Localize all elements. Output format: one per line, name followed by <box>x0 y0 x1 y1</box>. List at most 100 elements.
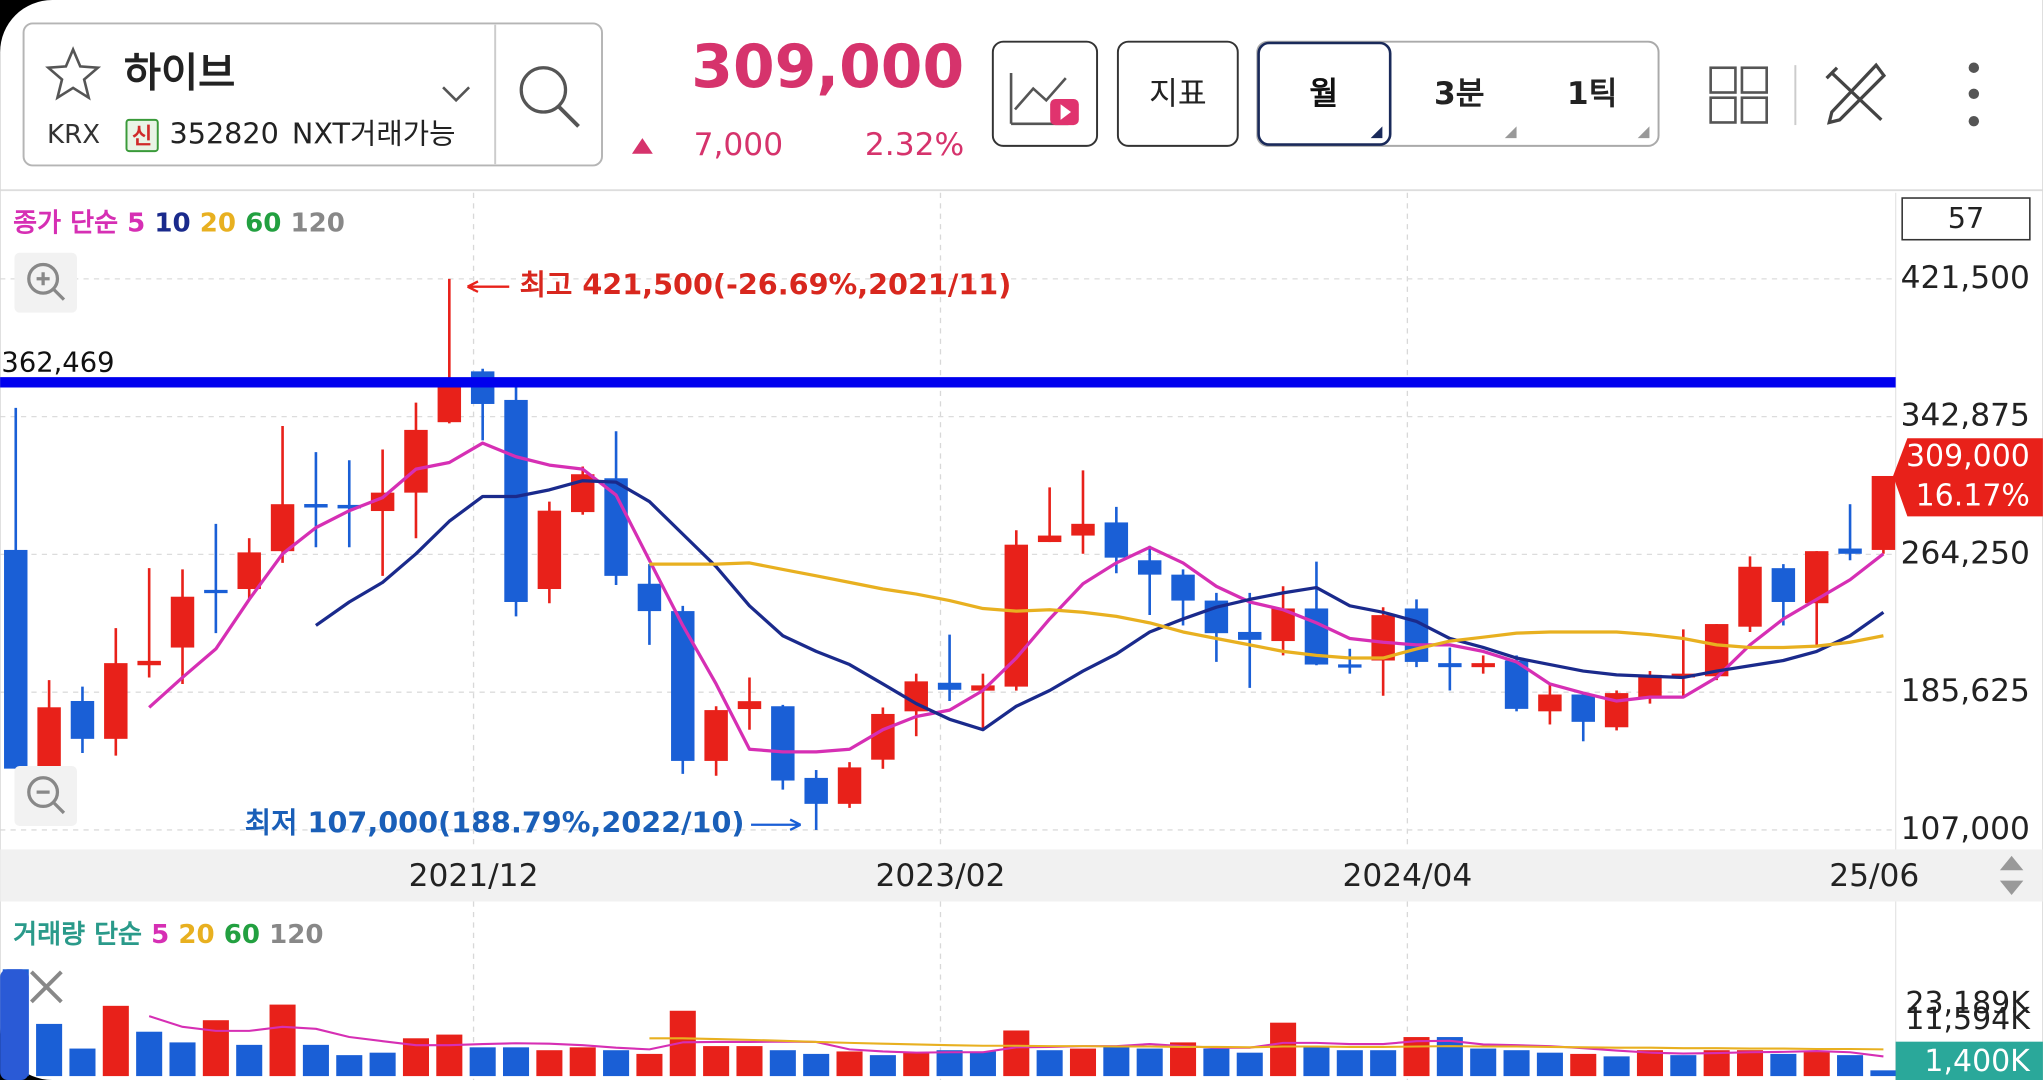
last-price-tag <box>1893 438 2043 517</box>
volume-bar <box>336 1055 363 1077</box>
candle-body <box>1037 535 1062 543</box>
candle-body <box>470 371 495 404</box>
favorite-star[interactable] <box>45 46 102 101</box>
period-option[interactable]: 3분 <box>1434 76 1485 112</box>
candle-body <box>270 504 295 552</box>
ma-line <box>148 441 1885 754</box>
candle-body <box>70 700 95 739</box>
zoom-in[interactable] <box>14 252 77 313</box>
candle-body <box>904 681 928 712</box>
candle-body <box>1438 663 1462 668</box>
chart-video-button[interactable] <box>991 40 1099 147</box>
volume-bar <box>603 1050 630 1077</box>
up-triangle <box>631 138 653 154</box>
volume-bar <box>1069 1048 1097 1077</box>
indicator-button[interactable]: 지표 <box>1116 40 1239 147</box>
arrow-up[interactable] <box>1999 855 2024 871</box>
y-tick-label: 11,594K <box>1905 1002 2031 1037</box>
dot <box>1968 88 1980 100</box>
volume-bar <box>1136 1048 1163 1077</box>
volume-bar <box>236 1044 263 1077</box>
selector-box[interactable] <box>22 22 603 167</box>
legend-item: 20 <box>178 920 214 950</box>
stock-code: 352820 <box>169 116 278 150</box>
button-frame[interactable] <box>1116 40 1239 147</box>
volume-bar <box>1570 1053 1597 1077</box>
candle-body <box>237 552 261 590</box>
volume-bar <box>636 1053 663 1077</box>
market: KRX <box>47 120 100 150</box>
indicator-label: 지표 <box>1149 76 1207 112</box>
current-price: 309,000 <box>691 32 964 102</box>
x-tick-label: 25/06 <box>1829 858 1919 894</box>
candle-body <box>1871 475 1896 550</box>
play-triangle <box>1060 104 1072 120</box>
zoom-lens <box>27 776 60 809</box>
period-selector[interactable]: 월 3분 1틱 <box>1256 40 1660 147</box>
tools-button[interactable] <box>1825 62 1887 125</box>
tools-icon <box>1825 62 1887 125</box>
period-selected[interactable] <box>1257 41 1392 146</box>
candle-body <box>1137 560 1162 575</box>
legend-item: 120 <box>291 209 345 239</box>
volume-bar <box>1470 1048 1497 1077</box>
volume-bar <box>536 1050 563 1077</box>
candle-body <box>1271 608 1295 642</box>
volume-bar <box>836 1051 863 1077</box>
volume-bar <box>136 1031 163 1077</box>
candle-body <box>1238 631 1262 640</box>
volume-bar <box>269 1004 296 1077</box>
candle-body <box>1838 548 1862 554</box>
dropdown-chevron[interactable] <box>442 86 471 103</box>
period-option[interactable]: 월 <box>1309 76 1338 112</box>
legend-item: 120 <box>269 920 323 950</box>
legend-item: 60 <box>245 209 281 239</box>
more-button[interactable] <box>1968 62 1980 127</box>
volume-bar <box>936 1050 963 1077</box>
candle-body <box>1538 694 1562 712</box>
search-icon[interactable] <box>519 66 568 114</box>
y-tick-label: 342,875 <box>1901 398 2030 434</box>
candle-body <box>1638 674 1662 698</box>
price-change-pct: 2.32% <box>865 127 964 163</box>
button-frame[interactable] <box>991 40 1099 147</box>
volume-bar <box>1270 1022 1297 1077</box>
zoom-out[interactable] <box>14 766 77 826</box>
volume-bar <box>436 1034 463 1077</box>
zoom-minus <box>36 790 66 815</box>
volume-bar <box>1436 1037 1463 1077</box>
dot <box>1968 115 1980 127</box>
candle-body <box>504 399 528 602</box>
stock-selector[interactable]: 하이브 KRX 신 352820 NXT거래가능 <box>22 22 603 167</box>
period-option[interactable]: 1틱 <box>1567 76 1618 112</box>
scroll-arrows[interactable] <box>1999 855 2024 896</box>
zoom-bg <box>14 252 77 313</box>
candle-body <box>304 504 328 508</box>
arrow-down[interactable] <box>1999 880 2024 896</box>
volume-tab <box>0 969 29 1080</box>
candle-body <box>1304 608 1329 665</box>
x-axis-band <box>0 849 2043 902</box>
legend-item: 5 <box>127 209 145 239</box>
ma-line <box>649 561 1884 660</box>
price-change: 7,000 <box>694 127 783 163</box>
candle-body <box>1404 608 1429 662</box>
candle-body <box>1738 566 1762 627</box>
close-volume[interactable] <box>0 969 63 1080</box>
zoom-plus <box>36 272 66 301</box>
candle-body <box>104 663 128 739</box>
annotation-arrow <box>751 818 802 832</box>
candle-body <box>671 611 695 761</box>
candle-body <box>137 660 161 666</box>
annotation-arrow <box>467 280 510 293</box>
layout-button[interactable] <box>1709 66 1768 124</box>
visible-count: 57 <box>1948 201 1984 235</box>
legend-title: 종가 단순 <box>13 209 118 239</box>
candle-body <box>604 478 628 576</box>
last-volume: 1,400K <box>1924 1044 2031 1079</box>
volume-bar <box>769 1050 796 1077</box>
candle-body <box>804 777 828 804</box>
ma-line <box>148 1015 1884 1058</box>
